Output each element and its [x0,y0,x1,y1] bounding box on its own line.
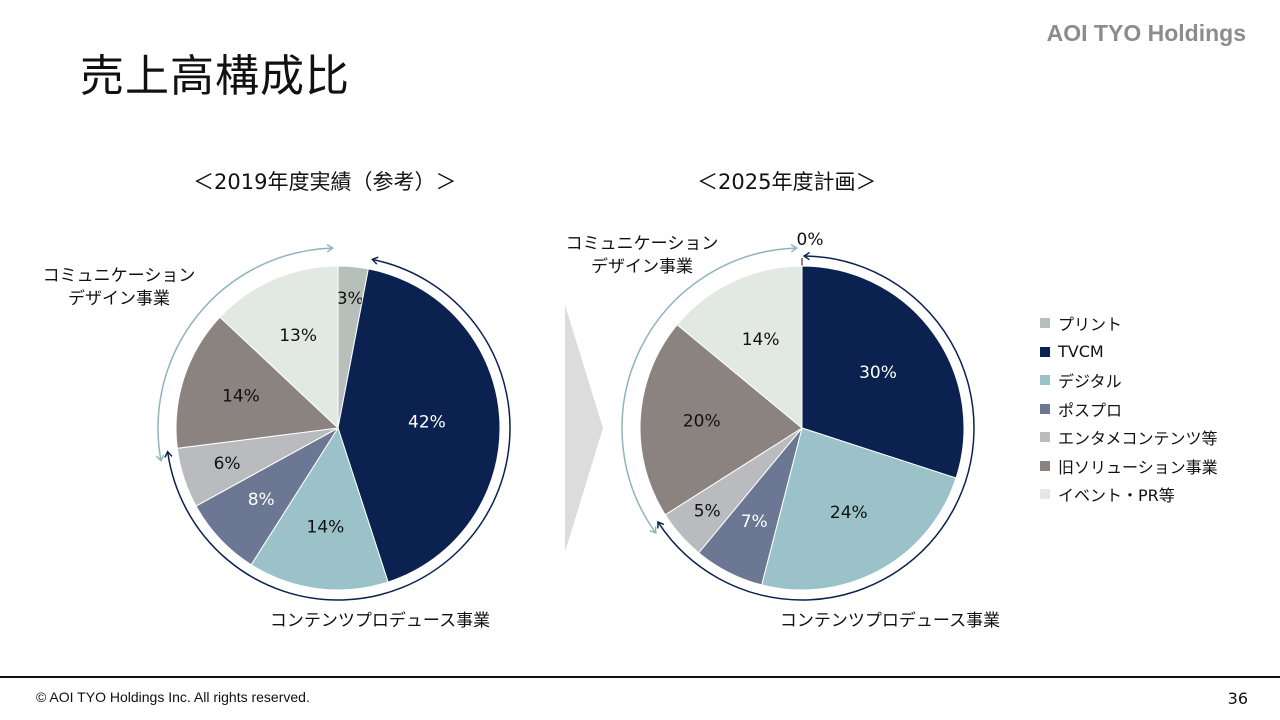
segment-group-arrows [155,244,975,601]
data-label: 3% [337,289,364,309]
pie-chart-2019: 3% 42% 14% 8% 6% 14% 13% [175,265,501,591]
data-label: 0% [797,230,824,250]
legend-label: デジタル [1058,372,1122,392]
page-number: 36 [1227,689,1248,708]
legend-item: デジタル [1040,366,1218,395]
legend-swatch [1040,489,1050,500]
pie-slice [761,427,957,591]
legend-item: ポスプロ [1040,395,1218,424]
group-label-communication-design-2025: コミュニケーション デザイン事業 [565,234,719,277]
legend-label: エンタメコンテンツ等 [1058,429,1218,449]
legend-item: 旧ソリューション事業 [1040,452,1218,481]
legend-label: TVCM [1058,342,1104,362]
legend-label: イベント・PR等 [1058,486,1175,506]
legend-label: プリント [1058,315,1123,335]
legend-swatch [1040,432,1050,443]
data-label: 14% [742,330,780,350]
footer-divider [0,676,1280,678]
content-produce-arrow [657,251,975,601]
group-label-content-produce-2019: コンテンツプロデュース事業 [269,611,491,631]
legend-item: プリント [1040,309,1218,338]
communication-design-arrow [155,244,334,463]
chart-title-2025: ＜2025年度計画＞ [697,170,877,194]
legend-label: ポスプロ [1058,400,1123,420]
page-title: 売上高構成比 [80,51,350,102]
legend-swatch [1040,375,1050,386]
legend-swatch [1040,318,1050,329]
group-label-communication-design-2019: コミュニケーション デザイン事業 [42,266,196,309]
legend-item: エンタメコンテンツ等 [1040,423,1218,452]
data-label: 13% [279,326,317,346]
data-label: 14% [307,518,345,538]
legend-swatch [1040,346,1050,357]
data-label: 7% [741,512,768,532]
legend-item: イベント・PR等 [1040,480,1218,509]
group-label-content-produce-2025: コンテンツプロデュース事業 [779,611,1001,631]
data-label: 20% [683,412,721,432]
copyright-text: © AOI TYO Holdings Inc. All rights reser… [36,689,310,705]
data-label: 24% [830,503,868,523]
chart-title-2019: ＜2019年度実績（参考）＞ [193,170,457,194]
pie-slice [250,426,389,591]
data-label: 5% [694,502,721,522]
data-label: 30% [859,363,897,383]
legend-label: 旧ソリューション事業 [1058,457,1218,477]
chart-legend: プリント TVCM デジタル ポスプロ エンタメコンテンツ等 旧ソリューション事… [1040,309,1218,509]
pie-chart-2025: 0% 30% 24% 7% 5% 20% 14% [639,230,965,591]
data-label: 8% [248,490,275,510]
data-label: 14% [222,386,260,406]
communication-design-arrow [621,244,798,535]
content-produce-arrow [164,256,511,601]
data-label: 42% [408,412,446,432]
data-label: 6% [214,454,241,474]
pie-slice [801,265,965,479]
legend-swatch [1040,460,1050,471]
brand-logo: AOI TYO Holdings [1046,20,1246,46]
legend-item: TVCM [1040,338,1218,367]
legend-swatch [1040,403,1050,414]
transition-chevron [565,305,603,552]
